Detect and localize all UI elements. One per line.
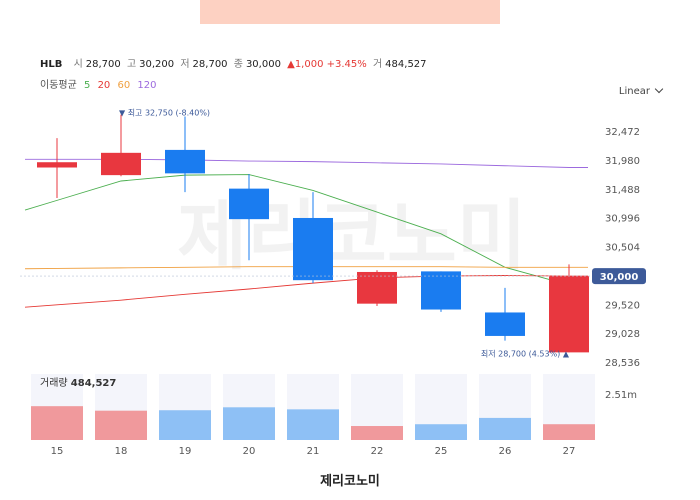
scale-selector[interactable]: Linear	[618, 84, 664, 97]
low-value: 28,700	[192, 59, 228, 70]
footer-brand: 제리코노미	[320, 474, 380, 489]
high-label: 고	[126, 59, 137, 70]
candle-body	[357, 271, 397, 304]
candle-body	[421, 271, 461, 310]
moving-average-legend: 이동평균 5 20 60 120	[40, 76, 161, 91]
ma-period-5[interactable]: 5	[84, 80, 91, 91]
ma-20-line	[24, 275, 588, 308]
volume-bar	[543, 424, 595, 440]
y-tick-label: 28,536	[605, 358, 640, 369]
candle-body	[549, 276, 589, 353]
current-price-label: 30,000	[600, 272, 639, 283]
x-tick-label: 18	[115, 446, 128, 457]
x-tick-label: 22	[371, 446, 384, 457]
x-tick-label: 26	[499, 446, 512, 457]
y-tick-label: 29,028	[605, 329, 640, 340]
x-tick-label: 21	[307, 446, 320, 457]
y-tick-label: 31,980	[605, 156, 640, 167]
volume-label-value: 484,527	[71, 378, 117, 389]
volume-panel: 거래량 484,527 2.51m	[31, 374, 637, 440]
volume-bar	[223, 407, 275, 440]
candle-body	[229, 188, 269, 220]
change-value: ▲1,000 +3.45%	[287, 59, 367, 70]
candle-body	[165, 149, 205, 174]
open-label: 시	[73, 59, 83, 70]
volume-bar	[287, 409, 339, 440]
ma-period-60[interactable]: 60	[117, 80, 131, 91]
ma-120-line	[25, 158, 588, 168]
volume-label: 거래량 484,527	[40, 377, 116, 389]
y-tick-label: 32,472	[605, 127, 640, 138]
current-price-badge	[592, 268, 646, 285]
y-tick-label: 31,488	[605, 185, 640, 196]
volume-label: 거	[372, 59, 383, 70]
ma-period-20[interactable]: 20	[97, 80, 111, 91]
volume-bar	[351, 426, 403, 440]
high-annotation: ▼ 최고 32,750 (-8.40%)	[119, 108, 210, 118]
x-tick-label: 20	[243, 446, 256, 457]
candle-body	[485, 312, 525, 336]
candle-layer: ▼ 최고 32,750 (-8.40%) 최저 28,700 (4.53%) ▲	[37, 108, 589, 358]
candle-body	[293, 217, 333, 281]
candlestick-chart: 제리코노미 ▼ 최고 32,750 (-8.40%)최저 28,700 (4.5…	[20, 108, 646, 457]
moving-average-label: 이동평균	[40, 80, 77, 91]
ma-period-120[interactable]: 120	[137, 80, 157, 91]
price-info-row: HLB 시 28,700 고 30,200 저 28,700 종 30,000 ▲1,0…	[40, 55, 430, 70]
close-value: 30,000	[245, 59, 281, 70]
volume-bar	[159, 410, 211, 440]
x-tick-label: 19	[179, 446, 192, 457]
high-value: 30,200	[139, 59, 175, 70]
x-tick-label: 15	[51, 446, 64, 457]
ma-5-line	[24, 174, 588, 286]
top-banner	[200, 0, 500, 24]
volume-bar	[31, 406, 83, 440]
y-tick-label: 29,520	[605, 300, 640, 311]
volume-bar	[415, 424, 467, 440]
price-axis: 32,472 31,980 31,488 30,996 30,504 29,520 29,0…	[20, 127, 646, 369]
volume-bar	[479, 417, 531, 440]
ticker-symbol: HLB	[40, 59, 63, 70]
x-tick-label: 27	[563, 446, 576, 457]
volume-axis-tick: 2.51m	[605, 390, 637, 401]
x-axis: 15 18 19 20 21 22 25 26 27	[51, 446, 576, 457]
open-value: 28,700	[85, 59, 121, 70]
y-tick-label: 30,996	[605, 214, 640, 225]
y-tick-label: 30,504	[605, 243, 640, 254]
low-annotation: 최저 28,700 (4.53%) ▲	[481, 348, 570, 358]
scale-selector-label: Linear	[618, 86, 650, 97]
close-label: 종	[233, 59, 243, 70]
x-tick-label: 25	[435, 446, 448, 457]
volume-bar	[95, 410, 147, 440]
candle-body	[101, 152, 141, 176]
volume-value: 484,527	[385, 59, 427, 70]
candle-body	[37, 162, 77, 168]
low-label: 저	[180, 59, 190, 70]
